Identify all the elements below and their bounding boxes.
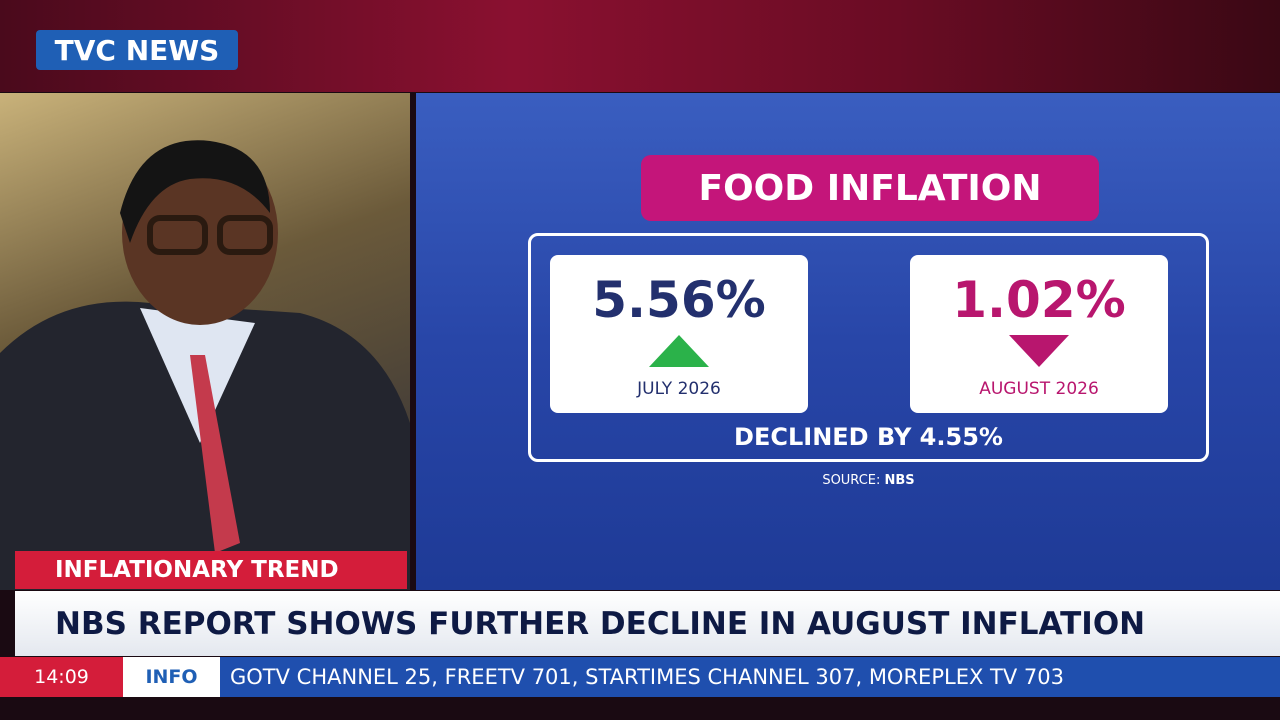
stat-label: JULY 2026 bbox=[637, 379, 721, 399]
stat-label: AUGUST 2026 bbox=[979, 379, 1099, 399]
topic-tag: INFLATIONARY TREND bbox=[15, 551, 407, 589]
logo-text: TVC bbox=[54, 33, 116, 67]
clock: 14:09 bbox=[0, 657, 123, 697]
down-arrow bbox=[1009, 335, 1069, 367]
source: SOURCE: NBS bbox=[528, 470, 1209, 490]
headline: NBS REPORT SHOWS FURTHER DECLINE IN AUGU… bbox=[15, 591, 1280, 656]
stat-card: 5.56% JULY 2026 bbox=[550, 255, 808, 413]
video-panel bbox=[0, 93, 410, 590]
stat-value: 1.02% bbox=[952, 271, 1126, 329]
presenter-illustration bbox=[0, 140, 410, 590]
channel-logo: TVC NEWS bbox=[36, 30, 238, 70]
logo-text: NEWS bbox=[125, 33, 220, 67]
data-frame bbox=[528, 233, 1209, 462]
source-label: SOURCE: bbox=[822, 472, 881, 488]
up-arrow bbox=[649, 335, 709, 367]
ticker-text: GOTV CHANNEL 25, FREETV 701, STARTIMES C… bbox=[220, 657, 1280, 697]
stat-card: 1.02% AUGUST 2026 bbox=[910, 255, 1168, 413]
ticker-label: INFO bbox=[123, 657, 220, 697]
source-name: NBS bbox=[884, 472, 915, 488]
summary: DECLINED BY 4.55% bbox=[734, 423, 1003, 451]
graphic-title: FOOD INFLATION bbox=[641, 155, 1099, 221]
stat-value: 5.56% bbox=[592, 271, 766, 329]
